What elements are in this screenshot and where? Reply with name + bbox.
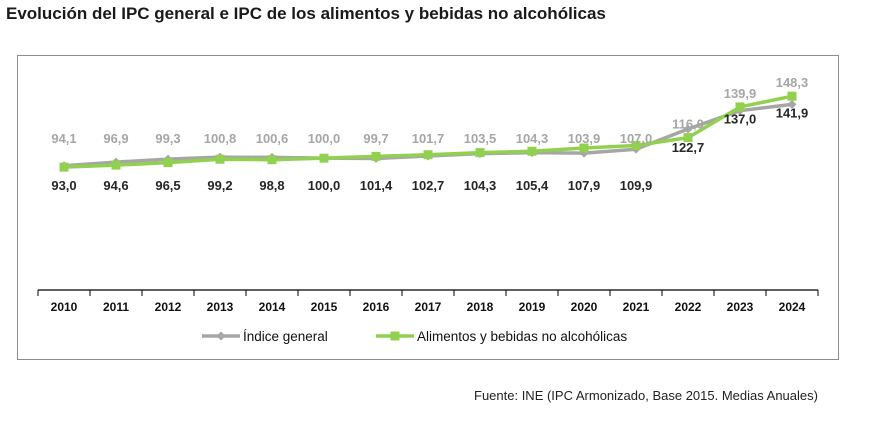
marker-food	[319, 153, 329, 163]
data-labels: 94,1 96,9 99,3 100,8 100,6 100,0 99,7 101,7 103,…	[51, 75, 808, 193]
data-label-general: 94,1	[51, 131, 76, 146]
data-label-general: 100,8	[204, 131, 237, 146]
marker-general	[787, 99, 797, 109]
data-label-food: 148,3	[776, 75, 809, 90]
marker-food	[267, 155, 277, 165]
data-label-general: 100,6	[256, 131, 289, 146]
marker-food	[527, 146, 537, 156]
legend-label: Índice general	[243, 329, 328, 344]
x-tick-label: 2019	[519, 300, 546, 314]
data-label-food: 105,4	[516, 178, 549, 193]
x-axis: 2010 2011 2012 2013 2014 2015 2016 2017 2018 2019…	[37, 289, 819, 314]
chart-frame	[17, 55, 839, 360]
data-label-food: 101,4	[360, 178, 393, 193]
marker-food	[423, 150, 433, 160]
x-tick-label: 2014	[259, 300, 286, 314]
marker-food	[163, 158, 173, 168]
data-label-general: 101,7	[412, 131, 445, 146]
data-label-food: 107,9	[568, 178, 601, 193]
x-tick-label: 2015	[311, 300, 338, 314]
x-tick-label: 2021	[623, 300, 650, 314]
plot-series	[59, 91, 797, 172]
x-tick-label: 2010	[51, 300, 78, 314]
x-tick-label: 2018	[467, 300, 494, 314]
x-tick-label: 2011	[103, 300, 129, 314]
marker-food	[787, 91, 797, 101]
data-label-food: 116,0	[672, 117, 704, 132]
marker-food	[111, 160, 121, 170]
marker-food	[371, 151, 381, 161]
x-tick-label: 2016	[363, 300, 390, 314]
data-label-food: 98,8	[259, 178, 284, 193]
data-label-general: 107,0	[620, 131, 653, 146]
legend-label: Alimentos y bebidas no alcohólicas	[417, 329, 627, 344]
x-tick-label: 2024	[779, 300, 806, 314]
data-label-food: 104,3	[464, 178, 497, 193]
marker-food	[59, 162, 69, 172]
legend-marker-general	[216, 331, 226, 341]
data-label-food: 96,5	[155, 178, 180, 193]
data-label-general: 104,3	[516, 131, 549, 146]
x-tick-label: 2017	[415, 300, 442, 314]
data-label-general: 137,0	[724, 112, 757, 127]
legend: Índice general Alimentos y bebidas no alc…	[202, 329, 627, 344]
data-label-general: 122,7	[672, 140, 705, 155]
data-label-general: 141,9	[776, 105, 809, 120]
marker-food	[631, 140, 641, 150]
x-tick-label: 2013	[207, 300, 234, 314]
marker-general	[683, 124, 693, 134]
marker-food	[215, 154, 225, 164]
marker-food	[735, 102, 745, 112]
data-label-general: 99,7	[363, 131, 388, 146]
marker-food	[683, 133, 693, 143]
x-tick-label: 2022	[675, 300, 702, 314]
marker-food	[579, 143, 589, 153]
data-label-general: 100,0	[308, 131, 341, 146]
source-note: Fuente: INE (IPC Armonizado, Base 2015. …	[474, 388, 818, 403]
data-label-food: 102,7	[412, 178, 445, 193]
data-label-food: 94,6	[103, 178, 128, 193]
x-tick-label: 2012	[155, 300, 182, 314]
data-label-general: 96,9	[103, 131, 128, 146]
data-label-general: 103,9	[568, 131, 601, 146]
data-label-food: 100,0	[308, 178, 341, 193]
data-label-food: 93,0	[51, 178, 76, 193]
data-label-general: 103,5	[464, 131, 497, 146]
marker-food	[475, 148, 485, 158]
x-tick-label: 2020	[571, 300, 598, 314]
data-label-general: 99,3	[155, 131, 180, 146]
data-label-food: 99,2	[207, 178, 232, 193]
legend-marker-food	[390, 331, 400, 341]
data-label-food: 139,9	[724, 86, 757, 101]
data-label-food: 109,9	[620, 178, 653, 193]
chart-title: Evolución del IPC general e IPC de los a…	[6, 4, 606, 23]
x-tick-label: 2023	[727, 300, 754, 314]
